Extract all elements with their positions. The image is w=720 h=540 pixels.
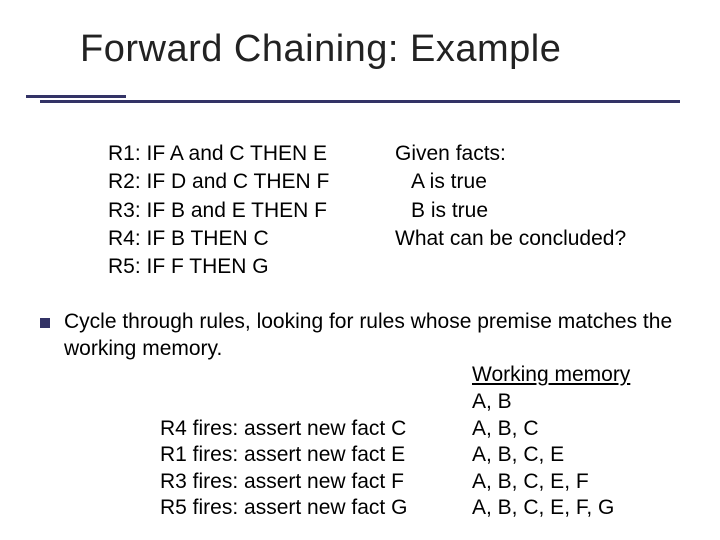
- working-memory-label: Working memory: [472, 363, 630, 387]
- fact-line: A is true: [395, 168, 626, 196]
- rule-line: R3: IF B and E THEN F: [108, 197, 329, 225]
- wm-state: A, B, C, E, F: [472, 469, 614, 495]
- rule-line: R5: IF F THEN G: [108, 253, 329, 281]
- title-long-underline: [40, 100, 680, 103]
- body-text: Cycle through rules, looking for rules w…: [64, 308, 680, 363]
- wm-state: A, B: [472, 390, 512, 414]
- facts-header: Given facts:: [395, 140, 626, 168]
- fire-line: R5 fires: assert new fact G: [160, 495, 407, 521]
- page-title: Forward Chaining: Example: [80, 28, 690, 71]
- wm-state: A, B, C, E, F, G: [472, 495, 614, 521]
- fire-line: R1 fires: assert new fact E: [160, 442, 407, 468]
- fact-line: B is true: [395, 197, 626, 225]
- bullet-icon: [40, 318, 50, 328]
- fire-line: R4 fires: assert new fact C: [160, 416, 407, 442]
- fires-list: R4 fires: assert new fact C R1 fires: as…: [160, 416, 407, 521]
- rule-line: R4: IF B THEN C: [108, 225, 329, 253]
- wm-states-list: A, B, C A, B, C, E A, B, C, E, F A, B, C…: [472, 416, 614, 521]
- facts-block: Given facts: A is true B is true What ca…: [395, 140, 626, 253]
- title-wrap: Forward Chaining: Example: [80, 28, 690, 71]
- fire-line: R3 fires: assert new fact F: [160, 469, 407, 495]
- wm-state: A, B, C: [472, 416, 614, 442]
- rules-list: R1: IF A and C THEN E R2: IF D and C THE…: [108, 140, 329, 282]
- wm-state: A, B, C, E: [472, 442, 614, 468]
- title-short-underline: [26, 95, 126, 98]
- rule-line: R1: IF A and C THEN E: [108, 140, 329, 168]
- rule-line: R2: IF D and C THEN F: [108, 168, 329, 196]
- facts-question: What can be concluded?: [395, 225, 626, 253]
- slide: Forward Chaining: Example R1: IF A and C…: [0, 0, 720, 540]
